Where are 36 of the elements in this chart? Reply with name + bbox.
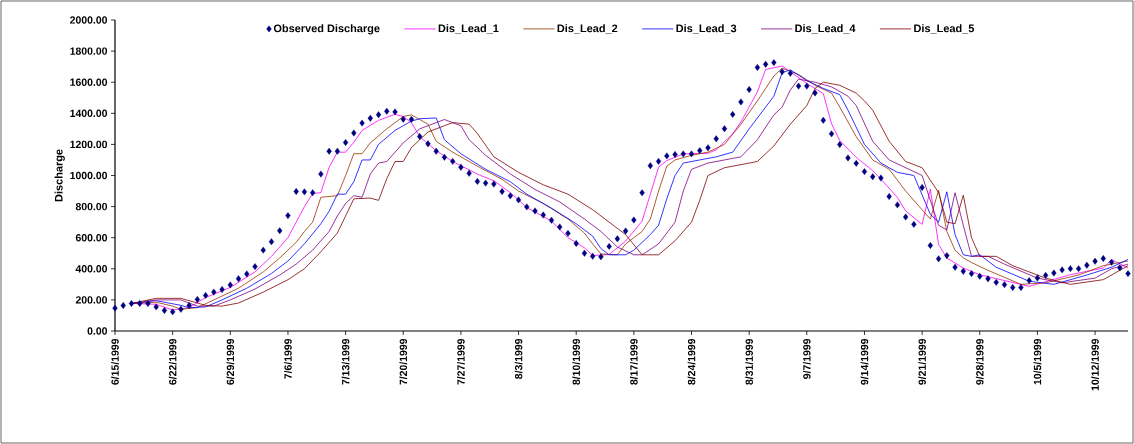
y-tick-label: 1800.00 bbox=[70, 47, 108, 55]
x-tick-label: 10/5/1999 bbox=[1033, 338, 1042, 385]
legend-label: Dis_Lead_4 bbox=[795, 24, 856, 34]
y-tick-label: 1600.00 bbox=[70, 78, 108, 86]
legend-label: Dis_Lead_2 bbox=[557, 24, 618, 34]
x-tick-label: 8/17/1999 bbox=[629, 338, 638, 385]
x-tick-label: 8/10/1999 bbox=[572, 338, 581, 385]
y-tick-label: 600.00 bbox=[75, 234, 108, 242]
legend-label: Observed Discharge bbox=[273, 24, 380, 35]
x-tick-label: 10/12/1999 bbox=[1091, 338, 1099, 391]
x-tick-label: 8/31/1999 bbox=[745, 338, 754, 385]
legend-label: Dis_Lead_3 bbox=[676, 24, 737, 34]
y-tick-label: 400.00 bbox=[75, 265, 108, 273]
y-tick-label: 200.00 bbox=[75, 296, 108, 304]
x-tick-label: 7/27/1999 bbox=[457, 338, 465, 385]
x-tick-label: 6/15/1999 bbox=[111, 338, 119, 385]
x-tick-label: 8/3/1999 bbox=[514, 338, 523, 379]
x-tick-label: 7/20/1999 bbox=[399, 338, 408, 385]
x-tick-label: 9/14/1999 bbox=[860, 338, 869, 385]
y-axis-title: Discharge bbox=[54, 149, 65, 202]
y-tick-label: 1000.00 bbox=[70, 171, 108, 180]
x-tick-label: 9/7/1999 bbox=[802, 338, 811, 379]
legend-label: Dis_Lead_5 bbox=[914, 24, 975, 34]
x-tick-label: 6/29/1999 bbox=[226, 338, 235, 385]
y-tick-label: 2000.00 bbox=[70, 16, 108, 24]
legend-label: Dis_Lead_1 bbox=[438, 24, 499, 34]
y-tick-label: 1400.00 bbox=[70, 109, 108, 118]
x-tick-label: 7/13/1999 bbox=[341, 338, 350, 385]
x-tick-label: 9/28/1999 bbox=[975, 338, 984, 385]
y-tick-label: 0.00 bbox=[87, 327, 108, 335]
x-tick-label: 6/22/1999 bbox=[168, 338, 177, 385]
x-tick-label: 7/6/1999 bbox=[284, 338, 292, 379]
x-tick-label: 9/21/1999 bbox=[918, 338, 926, 385]
y-tick-label: 1200.00 bbox=[70, 140, 108, 149]
y-tick-label: 800.00 bbox=[75, 202, 108, 211]
x-tick-label: 8/24/1999 bbox=[687, 338, 696, 385]
